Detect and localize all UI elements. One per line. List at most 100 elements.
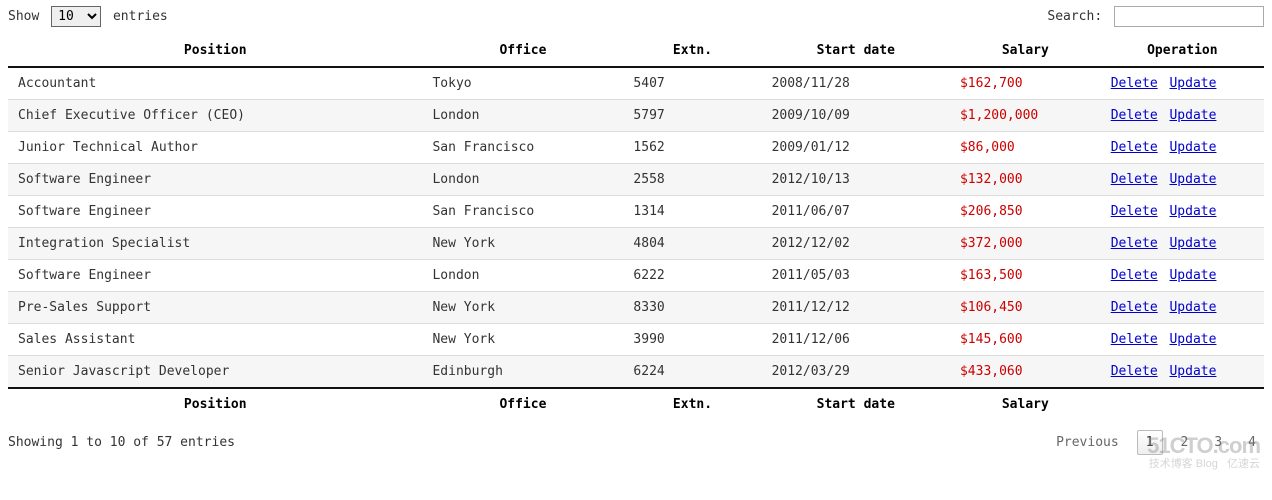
delete-link[interactable]: Delete	[1111, 300, 1158, 315]
search-input[interactable]	[1114, 6, 1264, 27]
cell-operation: Delete Update	[1101, 292, 1264, 324]
cell-start-date: 2011/06/07	[762, 196, 950, 228]
foot-operation	[1101, 388, 1264, 420]
foot-office: Office	[422, 388, 623, 420]
page-previous[interactable]: Previous	[1048, 431, 1127, 454]
foot-start-date: Start date	[762, 388, 950, 420]
table-row: Chief Executive Officer (CEO)London57972…	[8, 100, 1264, 132]
cell-extn: 2558	[623, 164, 761, 196]
update-link[interactable]: Update	[1169, 140, 1216, 155]
table-info: Showing 1 to 10 of 57 entries	[8, 435, 235, 450]
delete-link[interactable]: Delete	[1111, 140, 1158, 155]
cell-operation: Delete Update	[1101, 67, 1264, 100]
update-link[interactable]: Update	[1169, 268, 1216, 283]
cell-start-date: 2011/12/06	[762, 324, 950, 356]
cell-extn: 6222	[623, 260, 761, 292]
page-number[interactable]: 1	[1137, 430, 1163, 455]
cell-extn: 3990	[623, 324, 761, 356]
update-link[interactable]: Update	[1169, 76, 1216, 91]
cell-position: Software Engineer	[8, 196, 422, 228]
cell-operation: Delete Update	[1101, 356, 1264, 389]
cell-office: San Francisco	[422, 132, 623, 164]
delete-link[interactable]: Delete	[1111, 236, 1158, 251]
delete-link[interactable]: Delete	[1111, 108, 1158, 123]
cell-office: London	[422, 100, 623, 132]
search-control: Search:	[1047, 6, 1264, 27]
update-link[interactable]: Update	[1169, 364, 1216, 379]
cell-office: New York	[422, 292, 623, 324]
length-suffix: entries	[113, 9, 168, 24]
search-label: Search:	[1047, 9, 1102, 24]
table-body: AccountantTokyo54072008/11/28$162,700Del…	[8, 67, 1264, 388]
cell-operation: Delete Update	[1101, 196, 1264, 228]
cell-position: Integration Specialist	[8, 228, 422, 260]
cell-extn: 4804	[623, 228, 761, 260]
update-link[interactable]: Update	[1169, 236, 1216, 251]
update-link[interactable]: Update	[1169, 108, 1216, 123]
cell-office: Tokyo	[422, 67, 623, 100]
cell-position: Pre-Sales Support	[8, 292, 422, 324]
page-number[interactable]: 3	[1206, 431, 1230, 454]
watermark-sub: 技术博客 Blog 亿速云	[1147, 458, 1260, 470]
col-header-salary[interactable]: Salary	[950, 35, 1101, 67]
cell-position: Junior Technical Author	[8, 132, 422, 164]
cell-position: Software Engineer	[8, 164, 422, 196]
cell-start-date: 2008/11/28	[762, 67, 950, 100]
length-control: Show 102550100 entries	[8, 6, 168, 27]
cell-extn: 5797	[623, 100, 761, 132]
cell-extn: 6224	[623, 356, 761, 389]
cell-operation: Delete Update	[1101, 260, 1264, 292]
cell-salary: $1,200,000	[950, 100, 1101, 132]
length-select[interactable]: 102550100	[51, 6, 101, 27]
table-row: Senior Javascript DeveloperEdinburgh6224…	[8, 356, 1264, 389]
update-link[interactable]: Update	[1169, 204, 1216, 219]
cell-operation: Delete Update	[1101, 164, 1264, 196]
cell-extn: 5407	[623, 67, 761, 100]
cell-office: New York	[422, 324, 623, 356]
delete-link[interactable]: Delete	[1111, 76, 1158, 91]
page-number[interactable]: 2	[1173, 431, 1197, 454]
bottom-bar: Showing 1 to 10 of 57 entries Previous 12…	[8, 430, 1264, 455]
delete-link[interactable]: Delete	[1111, 364, 1158, 379]
col-header-extn[interactable]: Extn.	[623, 35, 761, 67]
table-row: AccountantTokyo54072008/11/28$162,700Del…	[8, 67, 1264, 100]
cell-operation: Delete Update	[1101, 132, 1264, 164]
delete-link[interactable]: Delete	[1111, 172, 1158, 187]
foot-extn: Extn.	[623, 388, 761, 420]
col-header-position[interactable]: Position	[8, 35, 422, 67]
cell-office: Edinburgh	[422, 356, 623, 389]
table-head: Position Office Extn. Start date Salary …	[8, 35, 1264, 67]
table-row: Junior Technical AuthorSan Francisco1562…	[8, 132, 1264, 164]
cell-start-date: 2009/10/09	[762, 100, 950, 132]
delete-link[interactable]: Delete	[1111, 332, 1158, 347]
delete-link[interactable]: Delete	[1111, 204, 1158, 219]
col-header-start-date[interactable]: Start date	[762, 35, 950, 67]
col-header-office[interactable]: Office	[422, 35, 623, 67]
cell-start-date: 2012/03/29	[762, 356, 950, 389]
cell-start-date: 2012/12/02	[762, 228, 950, 260]
cell-start-date: 2009/01/12	[762, 132, 950, 164]
length-label: Show 102550100 entries	[8, 9, 168, 24]
cell-salary: $163,500	[950, 260, 1101, 292]
cell-salary: $372,000	[950, 228, 1101, 260]
table-controls: Show 102550100 entries Search:	[8, 6, 1264, 27]
cell-salary: $206,850	[950, 196, 1101, 228]
cell-extn: 8330	[623, 292, 761, 324]
length-prefix: Show	[8, 9, 39, 24]
page-number[interactable]: 4	[1240, 431, 1264, 454]
cell-salary: $433,060	[950, 356, 1101, 389]
update-link[interactable]: Update	[1169, 172, 1216, 187]
update-link[interactable]: Update	[1169, 332, 1216, 347]
cell-salary: $145,600	[950, 324, 1101, 356]
cell-start-date: 2011/05/03	[762, 260, 950, 292]
cell-office: London	[422, 260, 623, 292]
update-link[interactable]: Update	[1169, 300, 1216, 315]
col-header-operation[interactable]: Operation	[1101, 35, 1264, 67]
cell-salary: $132,000	[950, 164, 1101, 196]
table-row: Software EngineerLondon62222011/05/03$16…	[8, 260, 1264, 292]
table-row: Software EngineerSan Francisco13142011/0…	[8, 196, 1264, 228]
cell-office: New York	[422, 228, 623, 260]
table-row: Software EngineerLondon25582012/10/13$13…	[8, 164, 1264, 196]
delete-link[interactable]: Delete	[1111, 268, 1158, 283]
cell-start-date: 2011/12/12	[762, 292, 950, 324]
